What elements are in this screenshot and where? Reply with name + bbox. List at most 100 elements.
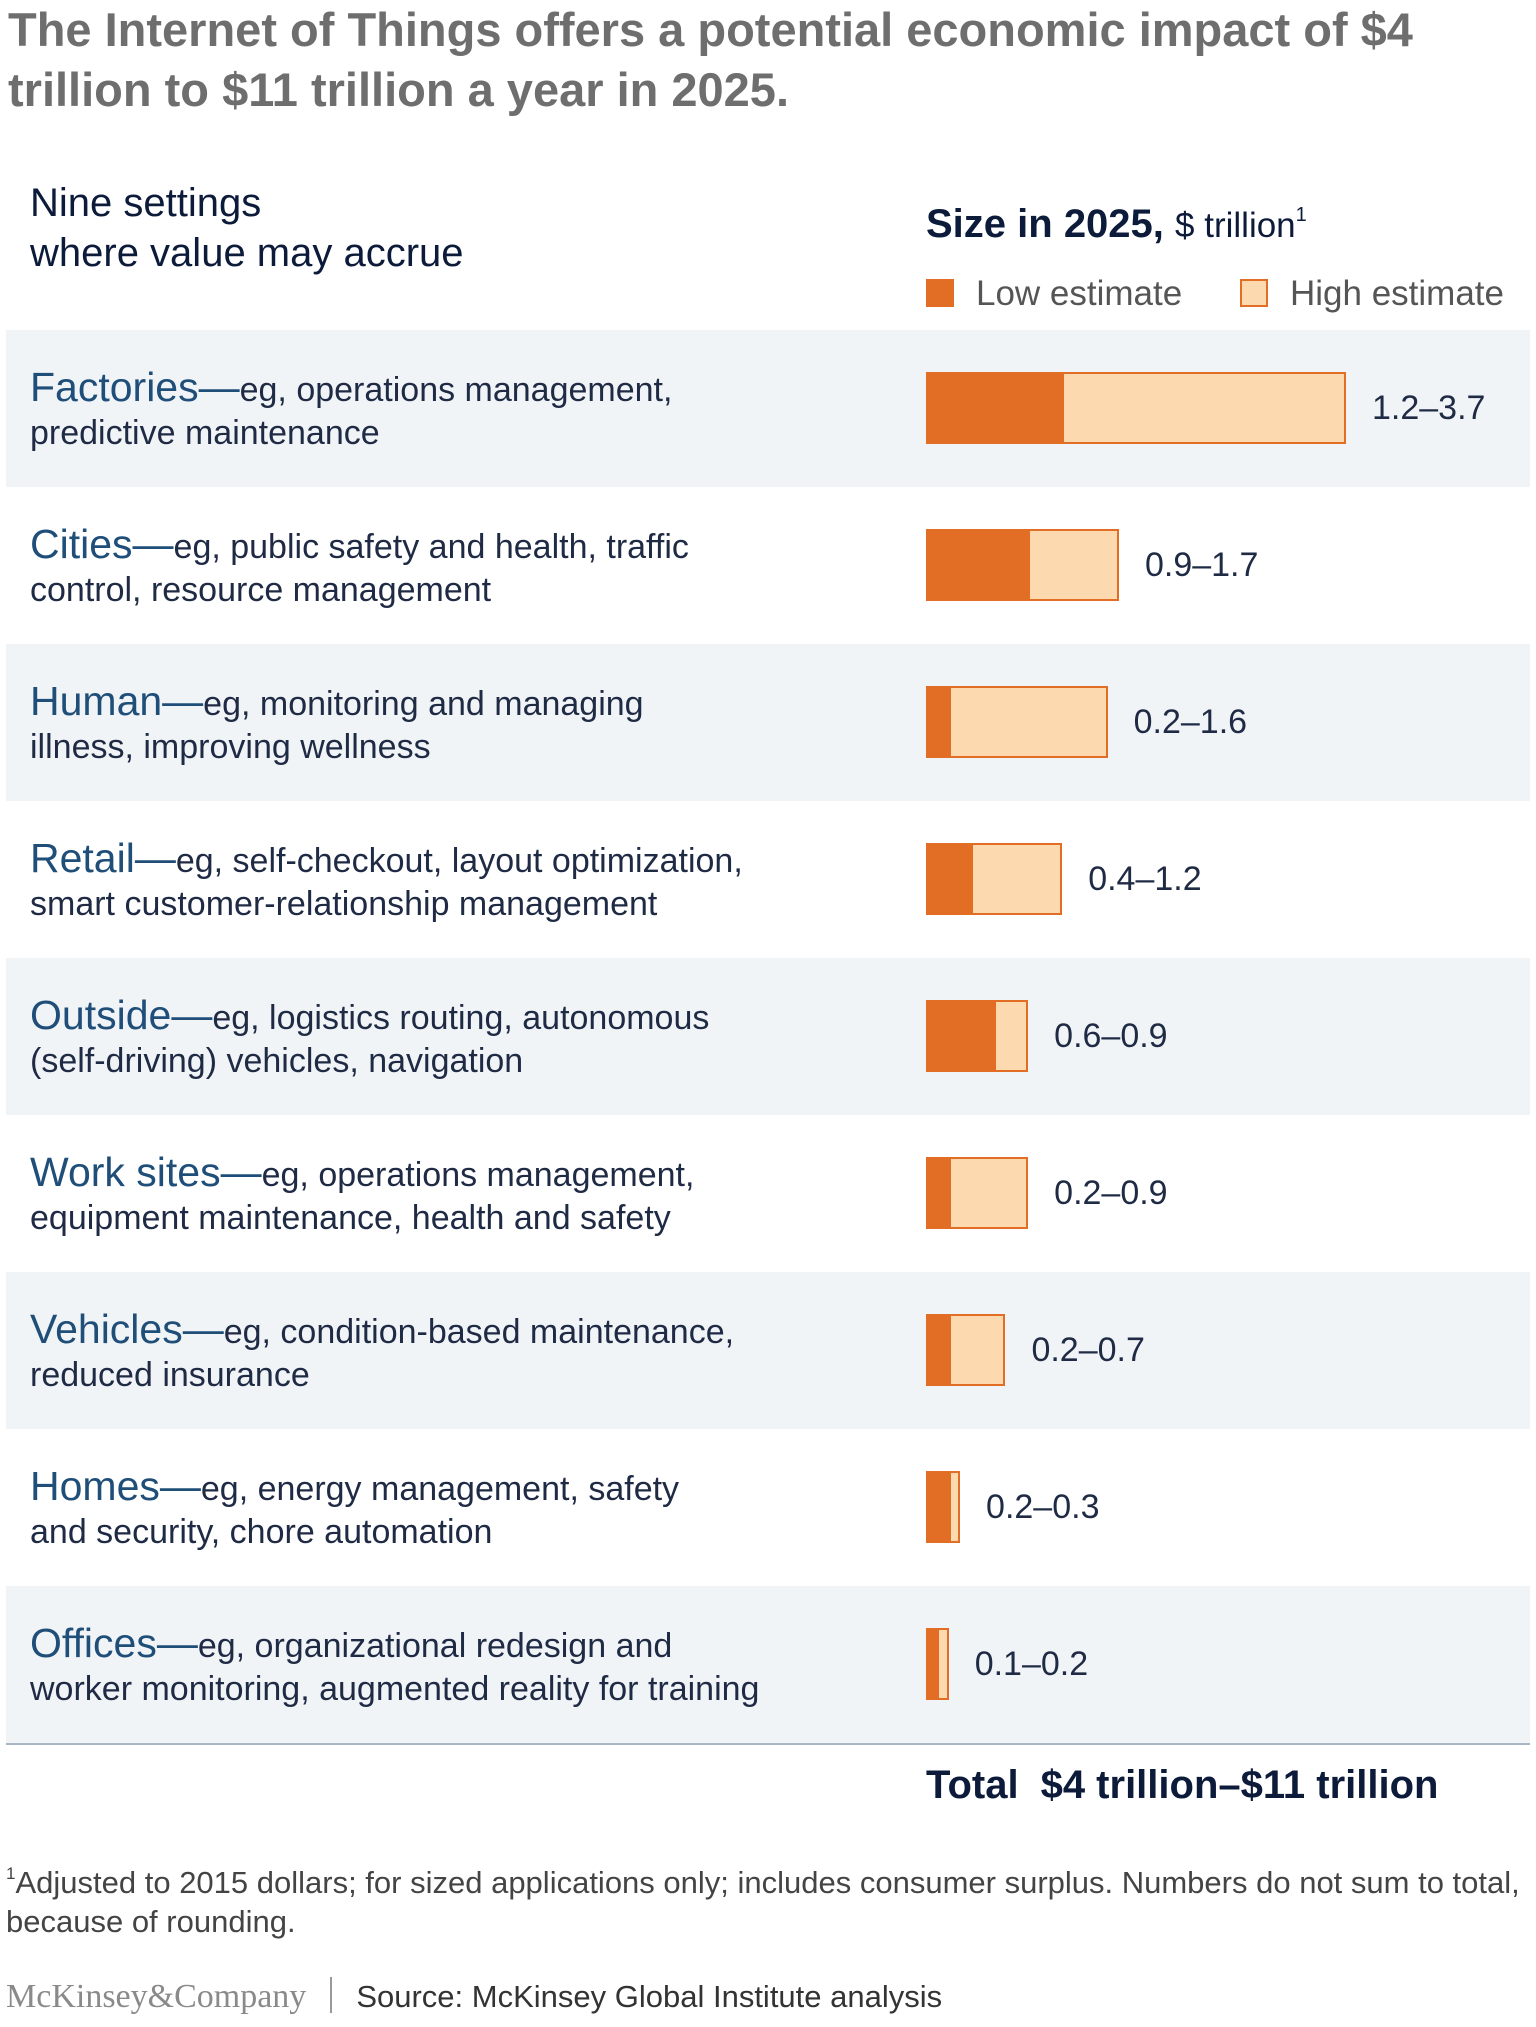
bar-low-estimate [928,1630,940,1698]
row-description-line-1: Factories—eg, operations management, [30,366,890,412]
setting-name: Human [30,678,163,724]
settings-header-line-2: where value may accrue [30,231,464,275]
setting-examples-line-2: reduced insurance [30,1356,310,1394]
source-note: Source: McKinsey Global Institute analys… [356,1979,943,2014]
mckinsey-logo: McKinsey&Company [6,1978,307,2015]
footer: McKinsey&Company Source: McKinsey Global … [6,1975,1526,2019]
setting-examples-line-1: eg, operations management, [261,1156,695,1194]
setting-dash: — [198,364,240,410]
row-description: Offices—eg, organizational redesign and w… [30,1622,890,1711]
bar-high-estimate [926,1157,1029,1229]
bar-value-label: 0.9–1.7 [1144,546,1259,584]
size-header-footnote-marker: 1 [1295,204,1307,226]
bar-value-label: 0.1–0.2 [974,1645,1089,1683]
row-description-line-1: Cities—eg, public safety and health, tra… [30,523,890,569]
chart-row: Offices—eg, organizational redesign and w… [6,1586,1530,1743]
row-description: Cities—eg, public safety and health, tra… [30,523,890,612]
chart-row: Retail—eg, self-checkout, layout optimiz… [6,801,1530,958]
setting-examples-line-1: eg, monitoring and managing [203,685,644,723]
setting-examples-line-1: eg, self-checkout, layout optimization, [175,842,743,880]
bar-low-estimate [928,1316,951,1384]
setting-examples-line-2: smart customer-relationship management [30,885,658,923]
setting-name: Vehicles [30,1306,183,1352]
footer-separator [330,1977,333,2013]
row-description: Vehicles—eg, condition-based maintenance… [30,1308,890,1397]
row-description: Work sites—eg, operations management, equ… [30,1151,890,1240]
setting-name: Work sites [30,1149,221,1195]
row-description: Outside—eg, logistics routing, autonomou… [30,994,890,1083]
row-description-line-1: Work sites—eg, operations management, [30,1151,890,1197]
footnote: 1Adjusted to 2015 dollars; for sized app… [6,1854,1526,1941]
legend-swatch-low [926,279,954,307]
bar-low-estimate [928,1473,951,1541]
chart-row: Outside—eg, logistics routing, autonomou… [6,958,1530,1115]
bar-value-label: 1.2–3.7 [1372,389,1486,427]
bar-low-estimate [928,1159,951,1227]
row-description: Retail—eg, self-checkout, layout optimiz… [30,837,890,926]
row-description-line-1: Human—eg, monitoring and managing [30,680,890,726]
bar-high-estimate [926,1314,1006,1386]
bar-high-estimate [926,1628,949,1700]
legend-label-high: High estimate [1290,274,1504,313]
setting-dash: — [156,1620,198,1666]
chart-row: Cities—eg, public safety and health, tra… [6,487,1530,644]
bar-high-estimate [926,372,1346,444]
chart-legend: Low estimate High estimate [926,272,1526,316]
setting-examples-line-2: control, resource management [30,571,492,609]
bar-value-label: 0.2–0.7 [1031,1331,1145,1369]
setting-dash: — [132,521,174,567]
bar-value-label: 0.2–0.3 [986,1488,1100,1526]
setting-dash: — [159,1463,201,1509]
settings-header-line-1: Nine settings [30,181,262,225]
chart-row: Human—eg, monitoring and managing illness… [6,644,1530,801]
setting-name: Retail [30,835,135,881]
chart-row: Homes—eg, energy management, safety and s… [6,1429,1530,1586]
setting-examples-line-2: equipment maintenance, health and safety [30,1199,671,1237]
row-description-line-1: Homes—eg, energy management, safety [30,1465,890,1511]
footnote-text: Adjusted to 2015 dollars; for sized appl… [6,1865,1520,1939]
footnote-marker: 1 [6,1864,16,1883]
bar-high-estimate [926,843,1063,915]
bar-high-estimate [926,1471,961,1543]
size-column-header: Size in 2025, $ trillion1 [926,190,1486,251]
row-description: Homes—eg, energy management, safety and s… [30,1465,890,1554]
total-divider [6,1743,1530,1745]
legend-item-high: High estimate [1240,272,1530,316]
setting-name: Factories [30,364,199,410]
total-row: Total $4 trillion–$11 trillion [926,1760,1526,1810]
setting-examples-line-1: eg, condition-based maintenance, [223,1313,735,1351]
bar-low-estimate [928,845,974,913]
bar-high-estimate [926,686,1108,758]
legend-item-low: Low estimate [926,272,1206,316]
setting-dash: — [220,1149,262,1195]
bar-value-label: 0.2–1.6 [1133,703,1248,741]
row-description-line-1: Outside—eg, logistics routing, autonomou… [30,994,890,1040]
bar-low-estimate [928,374,1065,442]
setting-dash: — [171,992,213,1038]
legend-swatch-high [1240,279,1268,307]
bar-low-estimate [928,688,951,756]
bar-value-label: 0.6–0.9 [1054,1017,1168,1055]
chart-title: The Internet of Things offers a potentia… [8,3,1413,116]
bar-low-estimate [928,531,1031,599]
total-label: Total [926,1763,1019,1807]
setting-name: Offices [30,1620,157,1666]
setting-examples-line-2: predictive maintenance [30,414,380,452]
setting-name: Cities [30,521,133,567]
row-description-line-1: Vehicles—eg, condition-based maintenance… [30,1308,890,1354]
chart-row: Work sites—eg, operations management, equ… [6,1115,1530,1272]
size-header-unit: $ trillion [1175,206,1296,245]
settings-column-header: Nine settings where value may accrue [30,178,730,278]
setting-name: Outside [30,992,172,1038]
setting-examples-line-1: eg, public safety and health, traffic [173,528,689,566]
row-description: Human—eg, monitoring and managing illness… [30,680,890,769]
setting-examples-line-2: illness, improving wellness [30,728,431,766]
bar-value-label: 0.2–0.9 [1054,1174,1168,1212]
setting-dash: — [182,1306,224,1352]
bar-high-estimate [926,1000,1029,1072]
setting-examples-line-1: eg, organizational redesign and [197,1627,673,1665]
setting-name: Homes [30,1463,160,1509]
row-description: Factories—eg, operations management, pred… [30,366,890,455]
setting-examples-line-2: worker monitoring, augmented reality for… [30,1670,760,1708]
legend-label-low: Low estimate [976,274,1183,313]
